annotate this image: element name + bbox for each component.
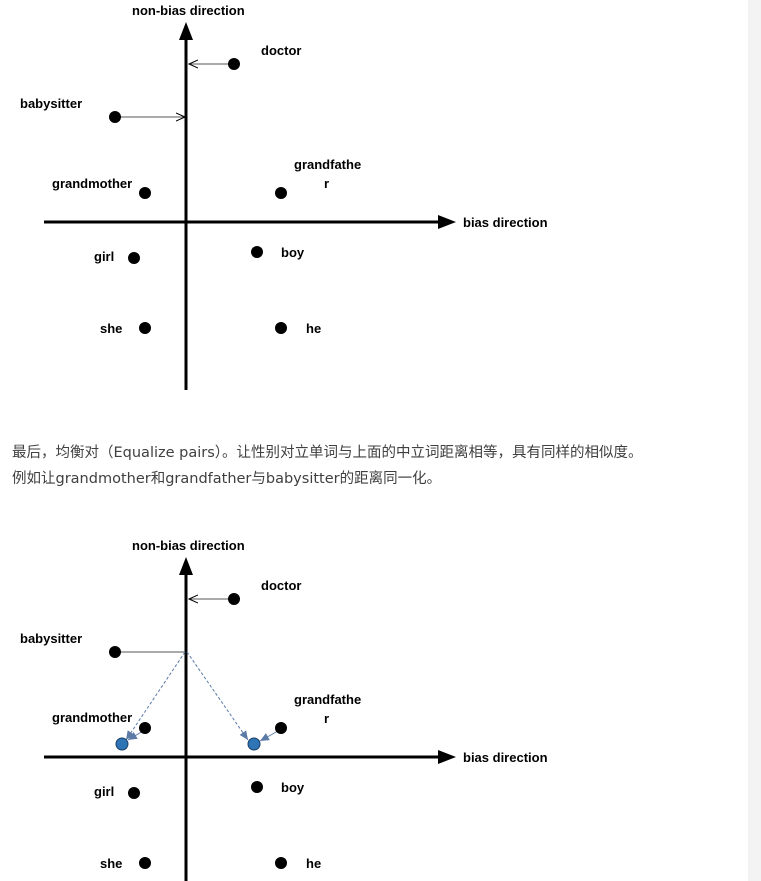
paragraph-line-1: 最后，均衡对（Equalize pairs）。让性别对立单词与上面的中立词距离相… bbox=[12, 445, 643, 461]
he-point bbox=[275, 322, 287, 334]
boy-point bbox=[251, 781, 263, 793]
she-point bbox=[139, 322, 151, 334]
girl-point bbox=[128, 252, 140, 264]
page-scrollbar[interactable] bbox=[748, 0, 761, 881]
boy-label: boy bbox=[281, 245, 305, 260]
x-axis-label: bias direction bbox=[463, 750, 548, 765]
y-axis-label: non-bias direction bbox=[132, 3, 245, 18]
y-axis-label: non-bias direction bbox=[132, 538, 245, 553]
babysitter-label: babysitter bbox=[20, 631, 82, 646]
word-embedding-diagram-equalize: non-bias direction bias direction doctor… bbox=[20, 538, 548, 881]
y-axis-arrowhead bbox=[179, 557, 193, 575]
grandmother-shift-arrow bbox=[127, 730, 144, 741]
grandfather-label-line2: r bbox=[324, 176, 329, 191]
word-embedding-diagram-neutralize: non-bias direction bias direction doctor… bbox=[20, 3, 548, 390]
equalize-arrow-to-grandmother bbox=[125, 651, 186, 741]
babysitter-label: babysitter bbox=[20, 96, 82, 111]
he-label: he bbox=[306, 321, 321, 336]
she-label: she bbox=[100, 856, 122, 871]
grandmother-equalized-point bbox=[115, 737, 129, 751]
grandmother-label: grandmother bbox=[52, 176, 132, 191]
grandfather-label-line1: grandfathe bbox=[294, 692, 361, 707]
grandfather-label-line1: grandfathe bbox=[294, 157, 361, 172]
grandfather-equalized-point bbox=[247, 737, 261, 751]
x-axis-arrowhead bbox=[438, 750, 456, 764]
grandfather-point bbox=[275, 187, 287, 199]
babysitter-point bbox=[109, 111, 121, 123]
grandfather-label-line2: r bbox=[324, 711, 329, 726]
doctor-point bbox=[228, 593, 240, 605]
grandfather-point bbox=[275, 722, 287, 734]
doctor-label: doctor bbox=[261, 43, 301, 58]
she-label: she bbox=[100, 321, 122, 336]
boy-label: boy bbox=[281, 780, 305, 795]
y-axis-arrowhead bbox=[179, 22, 193, 40]
explanation-paragraph: 最后，均衡对（Equalize pairs）。让性别对立单词与上面的中立词距离相… bbox=[12, 440, 742, 492]
boy-point bbox=[251, 246, 263, 258]
doctor-label: doctor bbox=[261, 578, 301, 593]
he-point bbox=[275, 857, 287, 869]
she-point bbox=[139, 857, 151, 869]
girl-label: girl bbox=[94, 249, 114, 264]
girl-point bbox=[128, 787, 140, 799]
grandfather-shift-arrow bbox=[259, 730, 279, 742]
grandmother-label: grandmother bbox=[52, 710, 132, 725]
doctor-point bbox=[228, 58, 240, 70]
x-axis-label: bias direction bbox=[463, 215, 548, 230]
grandmother-point bbox=[139, 722, 151, 734]
equalize-arrow-to-grandfather bbox=[186, 651, 249, 741]
x-axis-arrowhead bbox=[438, 215, 456, 229]
grandmother-point bbox=[139, 187, 151, 199]
paragraph-line-2: 例如让grandmother和grandfather与babysitter的距离… bbox=[12, 471, 442, 487]
girl-label: girl bbox=[94, 784, 114, 799]
he-label: he bbox=[306, 856, 321, 871]
babysitter-point bbox=[109, 646, 121, 658]
